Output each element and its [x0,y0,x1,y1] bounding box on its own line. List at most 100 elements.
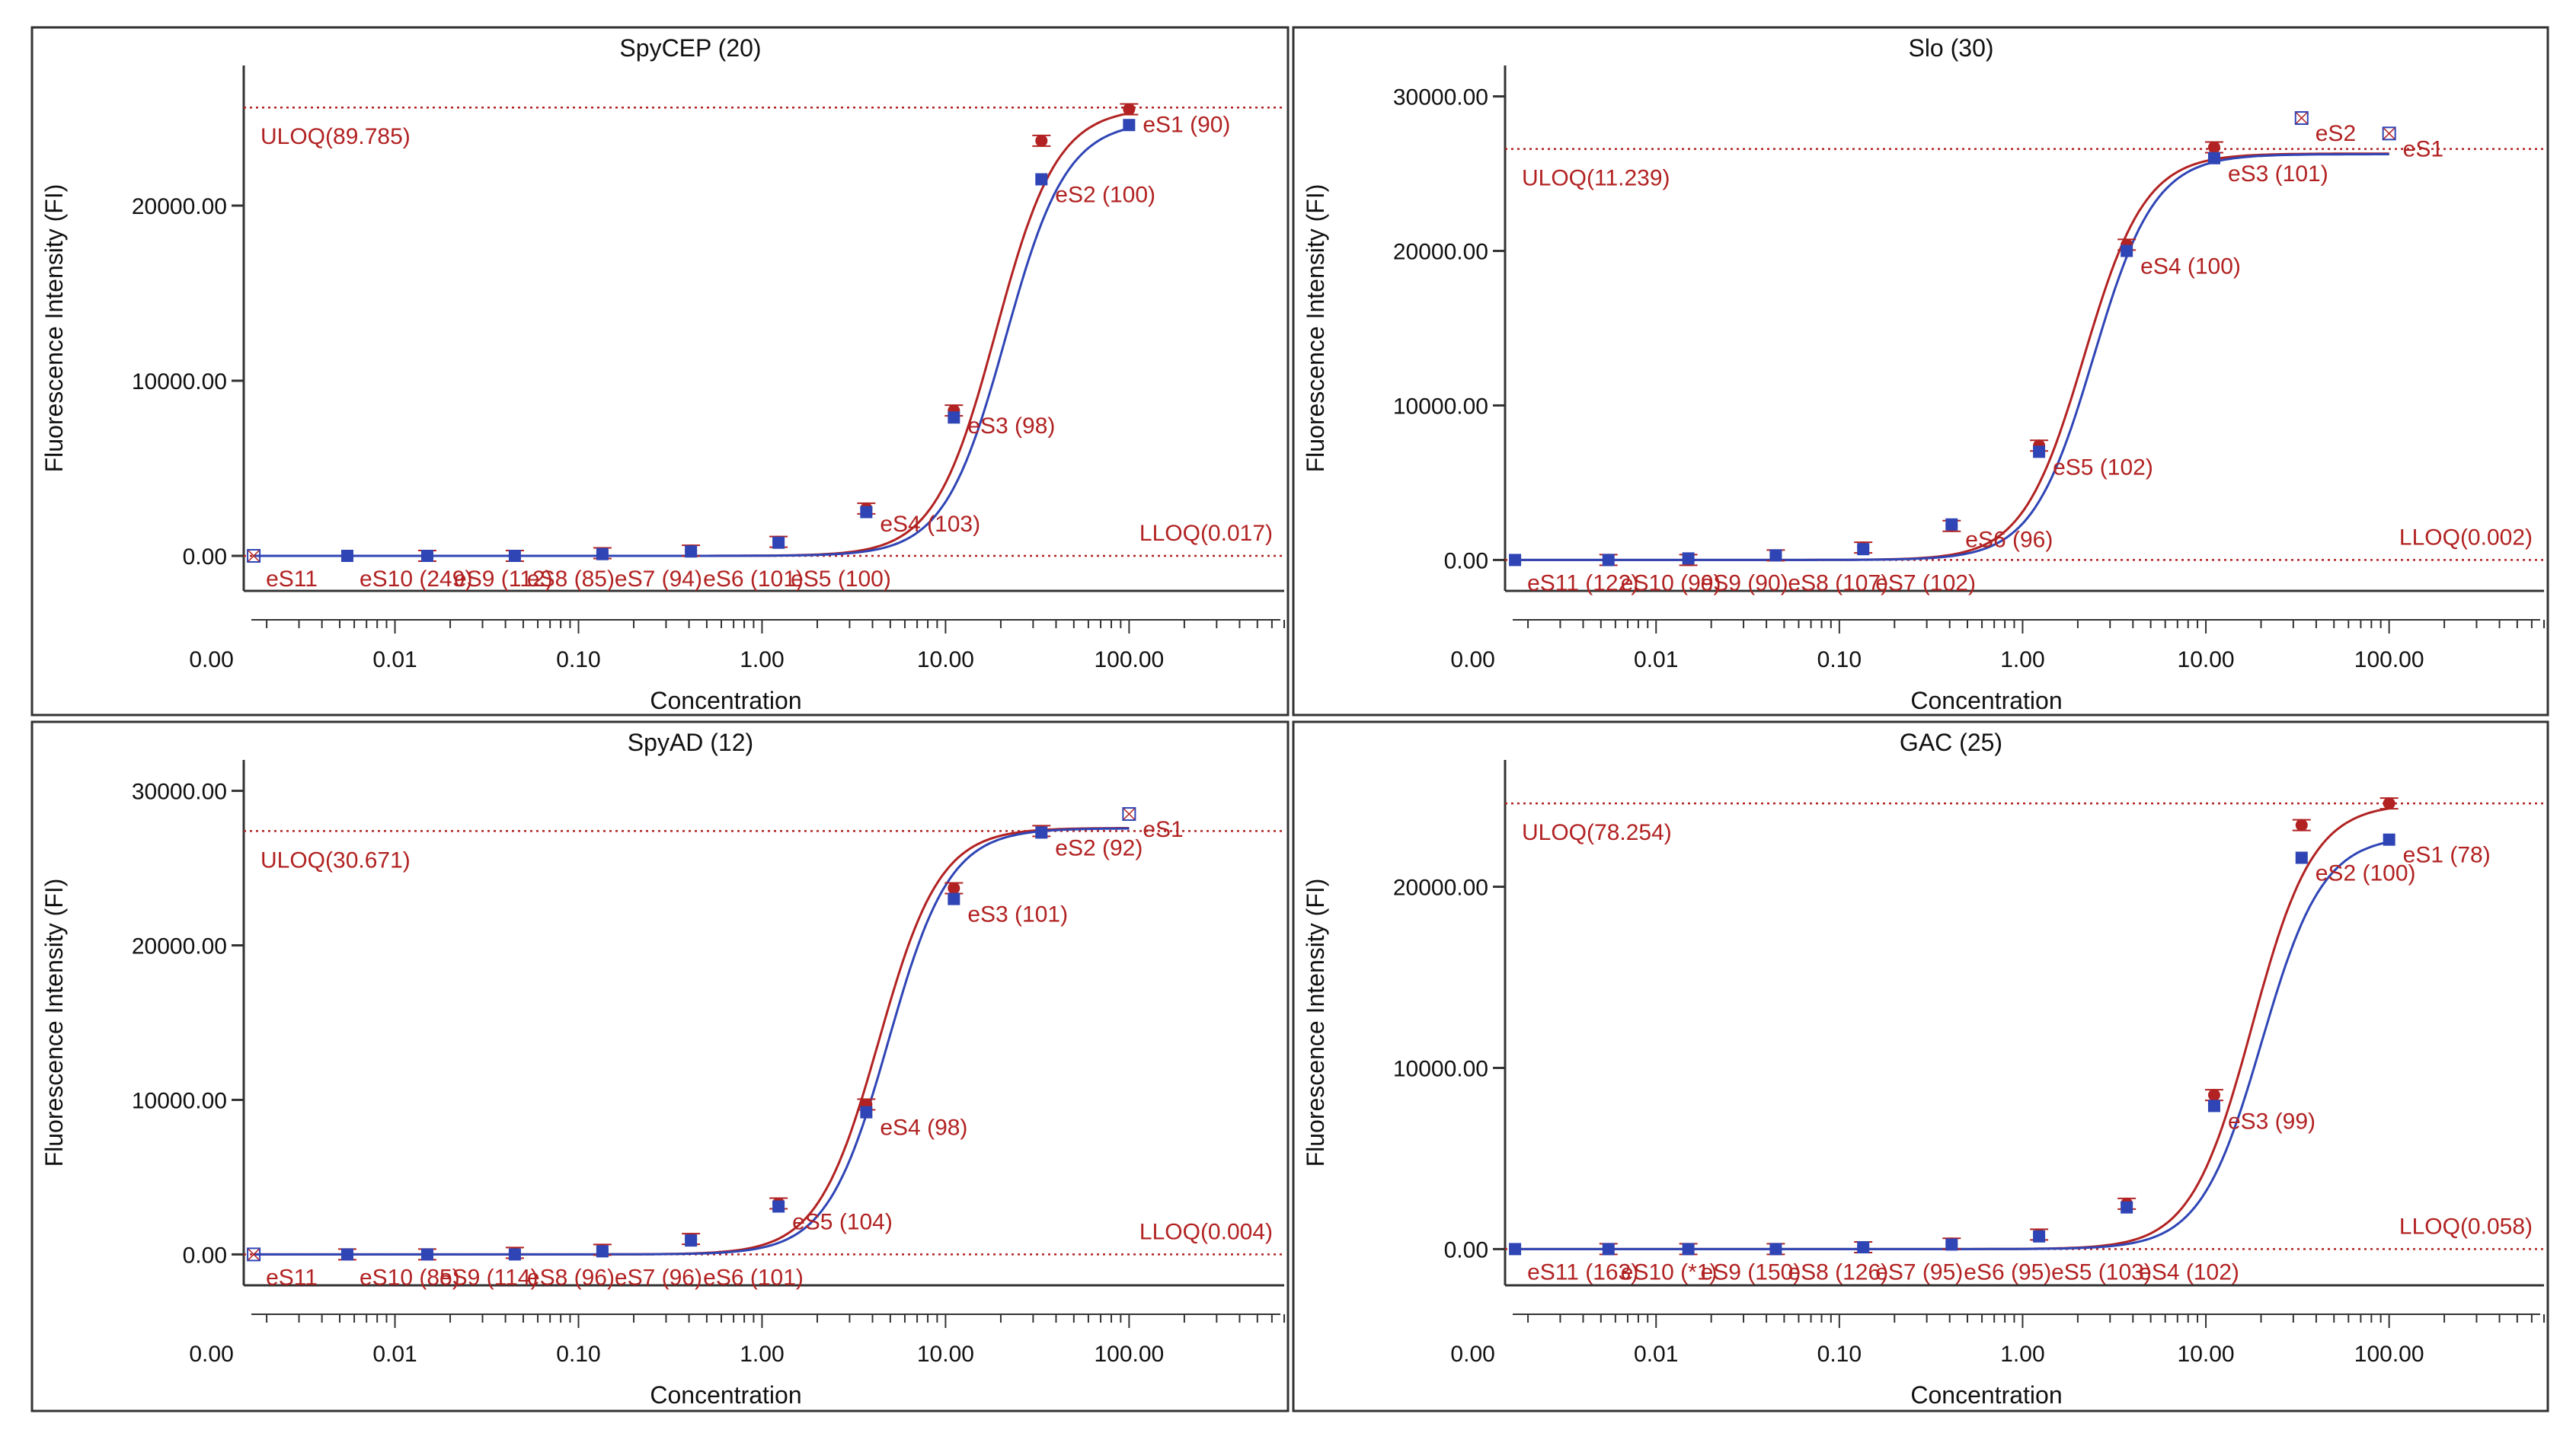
data-point [508,550,521,562]
data-point [1509,554,1522,567]
uloq-label: ULOQ(89.785) [260,124,411,149]
excluded-point [247,1247,261,1262]
x-tick-label: 1.00 [740,1342,784,1367]
x-tick-label: 10.00 [917,647,974,672]
data-point [1945,1238,1958,1251]
data-point [1682,1243,1695,1256]
data-point [772,1200,785,1213]
data-point [948,882,960,895]
x-tick-label: 0.00 [189,647,233,672]
y-tick-label: 0.00 [183,544,227,570]
data-point [1509,1243,1522,1256]
point-label: eS3 (99) [2228,1109,2316,1134]
data-point [2121,1201,2133,1214]
point-label: eS1 [2403,136,2443,161]
x-tick-label: 1.00 [2000,647,2044,672]
panel-frame [1292,26,2549,717]
point-label: eS9 (150) [1701,1259,1801,1285]
y-tick-label: 20000.00 [132,934,227,959]
point-label: eS6 (101) [703,1265,804,1290]
data-point [2207,141,2220,154]
data-point [2207,1100,2220,1112]
point-label: eS9 (114) [439,1265,539,1290]
y-tick-label: 0.00 [183,1243,227,1268]
y-tick-label: 10000.00 [1393,1056,1488,1081]
uloq-label: ULOQ(11.239) [1522,166,1670,191]
data-point [596,547,609,560]
x-tick-label: 10.00 [2178,647,2235,672]
data-point [1857,543,1870,556]
chart-title: Slo (30) [1908,34,1993,62]
x-tick-label: 0.10 [1817,1342,1862,1367]
point-label: eS3 (101) [967,902,1068,927]
point-label: eS9 (90) [1701,570,1788,595]
point-label: eS8 (126) [1788,1259,1888,1285]
excluded-point-mark [248,1248,260,1260]
data-point [1769,549,1782,562]
lloq-label: LLOQ(0.058) [2399,1214,2533,1239]
point-label: eS4 (103) [880,512,980,537]
point-label: eS6 (96) [1965,528,2053,553]
chart-panel-3: SpyAD (12) Fluorescence Intensity (FI) Con… [30,720,1290,1412]
x-tick-label: 0.01 [1634,647,1678,672]
y-tick-label: 30000.00 [1393,85,1488,110]
data-point [1602,1243,1615,1256]
lloq-label: LLOQ(0.002) [2399,525,2533,550]
y-tick-label: 0.00 [1444,1237,1488,1262]
data-point [1123,103,1136,116]
x-axis-title: Concentration [650,687,801,714]
y-tick-label: 0.00 [1444,548,1488,573]
point-label: eS2 [2316,121,2356,146]
excluded-point-mark [1123,808,1135,820]
point-label: eS11 [266,1265,318,1290]
y-axis-title: Fluorescence Intensity (FI) [1302,879,1329,1167]
point-label: eS10 (85) [360,1265,460,1290]
point-label: eS2 (100) [1055,183,1155,208]
data-point [1769,1243,1782,1256]
y-tick-label: 20000.00 [1393,876,1488,901]
x-tick-label: 10.00 [2178,1342,2235,1367]
point-label: eS1 [1143,817,1183,842]
data-point [2383,833,2395,846]
panel-frame [30,26,1290,717]
data-point [2207,1089,2220,1102]
point-label: eS2 (92) [1055,835,1143,860]
point-label: eS5 (103) [2051,1259,2152,1285]
lloq-label: LLOQ(0.004) [1139,1219,1273,1244]
data-point [340,550,353,562]
point-label: eS8 (96) [527,1265,615,1290]
data-point [1945,518,1958,531]
chart-panel-4: GAC (25) Fluorescence Intensity (FI) Conce… [1292,720,2549,1412]
point-label: eS10 (99) [1621,570,1721,595]
point-label: eS7 (102) [1875,570,1976,595]
x-axis-title: Concentration [650,1381,801,1409]
excluded-point-mark [2296,112,2308,124]
x-tick-label: 0.00 [1450,647,1494,672]
point-label: eS4 (102) [2139,1259,2239,1285]
point-label: eS7 (96) [615,1265,702,1290]
point-label: eS1 (78) [2403,843,2491,868]
point-label: eS5 (104) [792,1210,893,1235]
data-point [2295,851,2308,864]
x-tick-label: 0.10 [556,647,600,672]
point-label: eS6 (95) [1964,1259,2051,1285]
point-label: eS11 (163) [1527,1259,1638,1285]
x-tick-label: 0.10 [1817,647,1862,672]
point-label: eS11 [266,567,318,592]
data-point [1857,1241,1870,1254]
point-label: eS1 (90) [1143,113,1230,138]
data-point [2383,797,2395,810]
data-point [340,1248,353,1261]
point-label: eS2 (100) [2316,860,2416,886]
point-label: eS3 (101) [2228,161,2328,187]
x-tick-label: 0.00 [1450,1342,1494,1367]
point-label: eS8 (85) [527,567,615,592]
data-point [508,1248,521,1261]
point-label: eS4 (98) [880,1116,967,1141]
chart-title: SpyAD (12) [628,729,753,756]
x-tick-label: 100.00 [2354,647,2424,672]
point-label: eS3 (98) [967,413,1055,439]
chart-title: SpyCEP (20) [619,34,761,62]
fit-curve-2 [254,827,1130,1256]
y-tick-label: 10000.00 [132,1088,227,1113]
